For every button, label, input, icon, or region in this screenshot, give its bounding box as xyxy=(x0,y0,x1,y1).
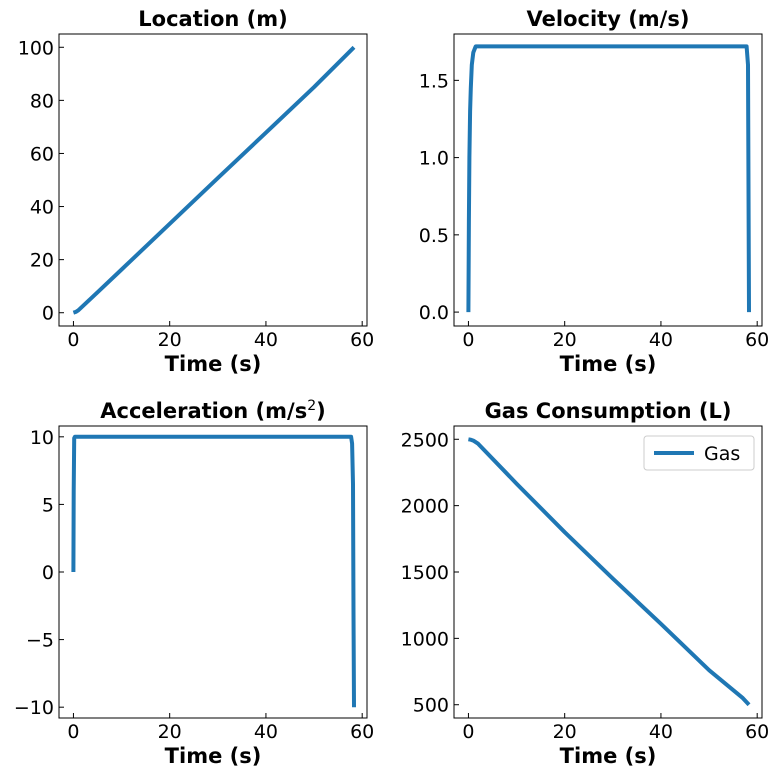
x-tick-label: 20 xyxy=(158,329,182,351)
title-superscript: 2 xyxy=(307,398,316,414)
y-tick-label: −5 xyxy=(26,630,54,652)
x-tick-label: 40 xyxy=(254,721,278,743)
series-line xyxy=(71,434,356,708)
x-axis-label: Time (s) xyxy=(560,352,657,376)
x-tick-label: 20 xyxy=(553,721,577,743)
subplot-title: Acceleration (m/s2) xyxy=(100,398,325,423)
series-line xyxy=(466,44,751,313)
y-tick-label: 0 xyxy=(42,303,54,325)
legend: Gas xyxy=(643,435,755,471)
y-tick-label: 0.5 xyxy=(419,225,449,247)
x-tick-label: 40 xyxy=(649,329,673,351)
y-tick-label: 1.5 xyxy=(419,70,449,92)
legend-label: Gas xyxy=(704,443,740,465)
subplot-title: Gas Consumption (L) xyxy=(485,399,732,423)
x-tick-label: 20 xyxy=(158,721,182,743)
x-tick-label: 0 xyxy=(67,721,79,743)
y-tick-label: 500 xyxy=(413,695,449,717)
x-tick-label: 60 xyxy=(745,721,769,743)
x-tick-label: 60 xyxy=(745,329,769,351)
y-tick-label: −10 xyxy=(14,697,54,719)
x-tick-label: 40 xyxy=(254,329,278,351)
y-tick-label: 1500 xyxy=(401,562,449,584)
subplot-2: Velocity (m/s) 0 20 40 60 0.0 0.5 1.0 1.5 Time (s… xyxy=(419,7,770,376)
y-tick-label: 5 xyxy=(42,494,54,516)
x-tick-label: 0 xyxy=(462,721,474,743)
subplot-title: Velocity (m/s) xyxy=(527,7,690,31)
x-tick-label: 60 xyxy=(350,721,374,743)
x-axis-label: Time (s) xyxy=(560,744,657,768)
x-tick-label: 20 xyxy=(553,329,577,351)
y-tick-label: 0 xyxy=(42,562,54,584)
y-tick-label: 2500 xyxy=(401,429,449,451)
x-tick-label: 0 xyxy=(67,329,79,351)
subplot-4: Gas Consumption (L) 0 20 40 60 500 1000 1500 200… xyxy=(401,399,770,768)
y-tick-label: 80 xyxy=(30,90,54,112)
legend-box xyxy=(643,435,755,471)
plot-frame xyxy=(58,425,368,719)
y-tick-label: 60 xyxy=(30,143,54,165)
y-tick-label: 2000 xyxy=(401,496,449,518)
y-tick-label: 40 xyxy=(30,197,54,219)
title-main: Acceleration (m/s xyxy=(100,399,307,423)
plot-frame xyxy=(58,33,368,327)
subplot-title: Location (m) xyxy=(138,7,287,31)
y-tick-label: 20 xyxy=(30,250,54,272)
y-tick-label: 0.0 xyxy=(419,302,449,324)
x-tick-label: 60 xyxy=(350,329,374,351)
x-axis-label: Time (s) xyxy=(165,352,262,376)
x-tick-label: 0 xyxy=(462,329,474,351)
series-line xyxy=(468,437,751,707)
title-end: ) xyxy=(316,399,326,423)
y-tick-label: 10 xyxy=(30,427,54,449)
series-line xyxy=(72,45,356,315)
y-tick-label: 100 xyxy=(18,37,54,59)
x-tick-label: 40 xyxy=(649,721,673,743)
y-tick-label: 1.0 xyxy=(419,148,449,170)
subplot-1: Location (m) 0 20 40 60 0 20 40 60 80 100 Time (s) xyxy=(18,7,375,376)
plot-frame xyxy=(453,33,763,327)
subplot-3: Acceleration (m/s2) 0 20 40 60 −10 −5 0 5 10 Time … xyxy=(14,398,374,768)
y-tick-label: 1000 xyxy=(401,628,449,650)
x-axis-label: Time (s) xyxy=(165,744,262,768)
